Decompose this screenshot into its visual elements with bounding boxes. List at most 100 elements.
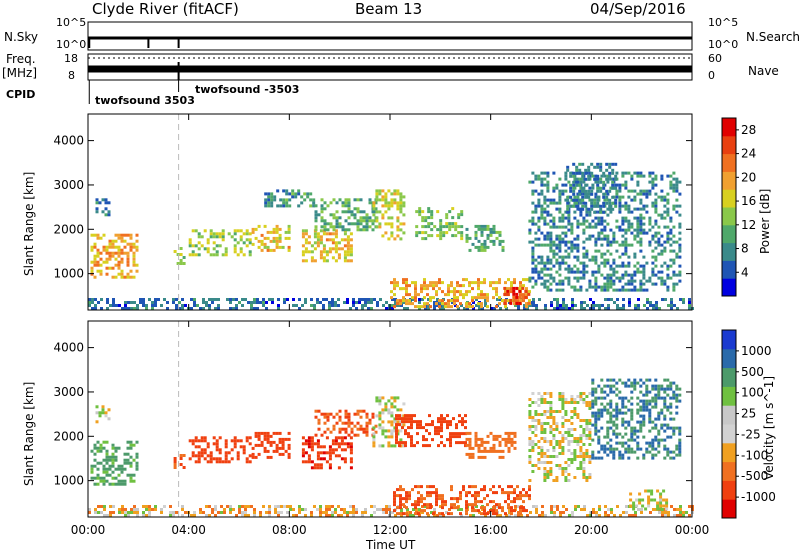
power-panel-cell bbox=[534, 222, 538, 226]
power-panel-cell bbox=[492, 227, 496, 231]
power-panel-cell bbox=[672, 261, 676, 265]
velocity-panel-cell bbox=[132, 443, 136, 447]
power-panel-cell bbox=[414, 296, 417, 300]
power-panel-cell bbox=[191, 250, 195, 254]
power-panel-cell bbox=[202, 307, 205, 310]
velocity-panel-cell bbox=[465, 443, 469, 447]
velocity-panel-cell bbox=[223, 508, 226, 511]
power-panel-cell bbox=[570, 240, 574, 244]
velocity-panel-cell bbox=[558, 431, 562, 434]
power-panel-cell bbox=[522, 278, 525, 282]
velocity-panel-cell bbox=[669, 411, 673, 415]
velocity-panel-cell bbox=[585, 395, 589, 398]
velocity-panel-cell bbox=[622, 511, 625, 514]
velocity-panel-cell bbox=[316, 463, 320, 467]
power-panel-cell bbox=[498, 302, 501, 306]
velocity-panel-cell bbox=[200, 451, 204, 455]
velocity-panel-cell bbox=[534, 434, 538, 437]
velocity-panel-cell bbox=[420, 494, 423, 498]
power-panel-cell bbox=[477, 245, 481, 249]
power-panel-cell bbox=[518, 295, 522, 299]
velocity-panel-cell bbox=[340, 514, 343, 517]
power-panel-cell bbox=[648, 243, 652, 247]
power-panel-cell bbox=[334, 232, 338, 236]
velocity-panel-cell bbox=[310, 511, 313, 514]
power-panel-cell bbox=[584, 195, 588, 199]
velocity-panel-cell bbox=[112, 511, 115, 514]
velocity-panel-cell bbox=[656, 489, 660, 493]
power-panel-cell bbox=[399, 222, 403, 226]
velocity-panel-cell bbox=[609, 378, 613, 382]
power-panel-cell bbox=[370, 298, 373, 301]
velocity-panel-cell bbox=[481, 508, 484, 511]
power-panel-cell bbox=[579, 201, 583, 205]
power-panel-cell bbox=[543, 201, 547, 205]
power-colorbar-tick-label: 8 bbox=[741, 242, 749, 256]
power-panel-cell bbox=[102, 248, 106, 252]
power-panel-cell bbox=[558, 189, 562, 193]
velocity-panel-cell bbox=[129, 464, 133, 468]
power-panel-cell bbox=[432, 296, 435, 300]
power-panel-cell bbox=[663, 195, 667, 199]
velocity-panel-cell bbox=[323, 430, 327, 434]
velocity-panel-cell bbox=[678, 387, 682, 391]
power-panel-cell bbox=[531, 261, 535, 265]
velocity-panel-cell bbox=[90, 476, 94, 480]
velocity-panel-cell bbox=[498, 434, 502, 438]
velocity-panel-cell bbox=[390, 414, 394, 418]
velocity-panel-cell bbox=[105, 470, 109, 474]
velocity-panel-cell bbox=[607, 508, 610, 511]
velocity-panel-cell bbox=[529, 511, 532, 514]
velocity-panel-cell bbox=[666, 384, 670, 388]
power-panel-cell bbox=[561, 237, 565, 241]
power-panel-cell bbox=[283, 298, 286, 301]
power-panel-cell bbox=[405, 302, 408, 306]
power-panel-cell bbox=[123, 233, 127, 237]
velocity-panel-cell bbox=[117, 473, 121, 477]
power-panel-cell bbox=[350, 213, 354, 217]
power-panel-cell bbox=[316, 238, 320, 242]
velocity-panel-cell bbox=[543, 401, 547, 404]
power-panel-cell bbox=[534, 282, 538, 286]
velocity-panel-cell bbox=[126, 452, 130, 456]
power-panel-cell bbox=[535, 304, 538, 307]
power-panel-cell bbox=[648, 216, 652, 220]
station-title: Clyde River (fitACF) bbox=[92, 0, 239, 18]
power-panel-cell bbox=[328, 304, 331, 307]
velocity-colorbar-swatch bbox=[722, 442, 736, 463]
power-panel-cell bbox=[95, 207, 99, 211]
power-panel-cell bbox=[465, 233, 469, 237]
power-panel-cell bbox=[264, 192, 268, 196]
velocity-panel-cell bbox=[105, 452, 109, 456]
velocity-panel-cell bbox=[248, 454, 252, 458]
power-panel-cell bbox=[584, 171, 588, 175]
velocity-panel-cell bbox=[603, 390, 607, 394]
velocity-panel-cell bbox=[111, 464, 115, 468]
power-panel-cell bbox=[384, 198, 388, 202]
velocity-panel-cell bbox=[399, 512, 402, 516]
velocity-panel-cell bbox=[492, 446, 496, 450]
power-panel-cell bbox=[474, 236, 478, 240]
power-panel-cell bbox=[233, 247, 237, 251]
power-panel-cell bbox=[561, 282, 565, 286]
power-panel-cell bbox=[459, 284, 462, 288]
power-panel-cell bbox=[618, 264, 622, 268]
velocity-panel-cell bbox=[286, 511, 289, 514]
power-panel-cell bbox=[543, 171, 547, 175]
power-panel-cell bbox=[291, 189, 295, 193]
power-panel-cell bbox=[460, 234, 464, 238]
power-panel-cell bbox=[506, 289, 510, 293]
power-panel-cell bbox=[564, 231, 568, 235]
power-panel-cell bbox=[603, 228, 607, 232]
velocity-panel-cell bbox=[604, 505, 607, 508]
power-panel-cell bbox=[614, 177, 618, 181]
power-panel-cell bbox=[130, 307, 133, 310]
velocity-panel-cell bbox=[202, 511, 205, 514]
power-panel-cell bbox=[486, 245, 490, 249]
velocity-panel-cell bbox=[102, 458, 106, 462]
power-panel-cell bbox=[588, 222, 592, 226]
power-panel-cell bbox=[233, 238, 237, 242]
velocity-panel-cell bbox=[522, 488, 525, 492]
power-panel-cell bbox=[599, 210, 603, 214]
velocity-panel-cell bbox=[443, 444, 446, 448]
